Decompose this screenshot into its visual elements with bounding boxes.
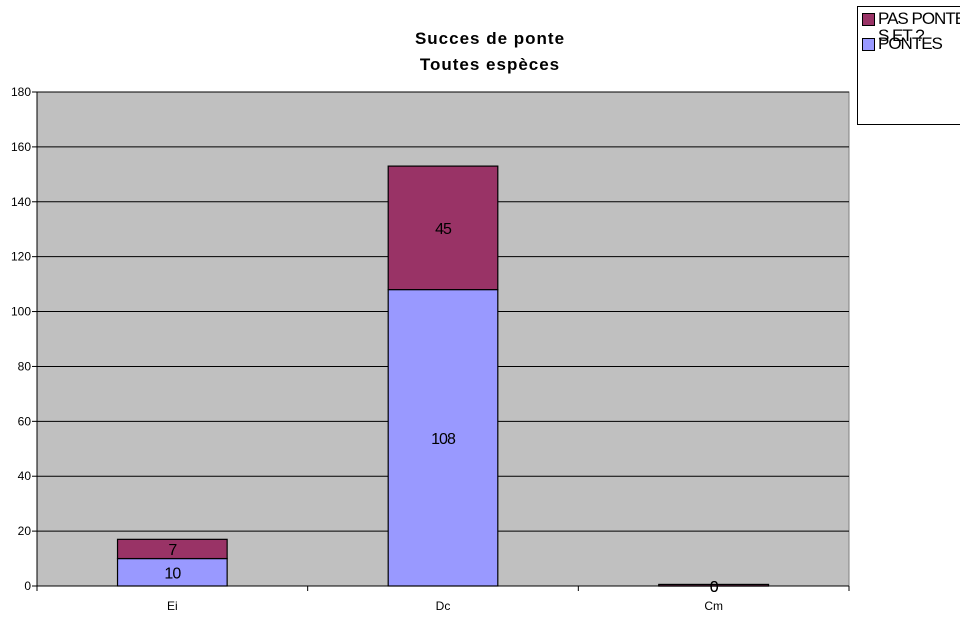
y-tick-label: 40 bbox=[18, 469, 32, 483]
legend: PAS PONTES ET ? PONTES bbox=[857, 6, 960, 125]
y-tick-label: 20 bbox=[18, 524, 32, 538]
y-tick-label: 180 bbox=[11, 85, 31, 99]
y-tick-label: 60 bbox=[18, 414, 32, 428]
bar-pas-pontes-dc bbox=[387, 165, 499, 291]
data-label: 0 bbox=[710, 579, 719, 596]
x-tick-label: Ei bbox=[167, 599, 178, 613]
legend-item-pontes: PONTES bbox=[862, 35, 960, 52]
data-label: 45 bbox=[435, 221, 452, 238]
x-tick-label: Dc bbox=[436, 599, 451, 613]
data-label: 7 bbox=[168, 542, 177, 559]
legend-item-pas-pontes: PAS PONTES ET ? bbox=[862, 10, 960, 44]
chart-title: Succes de ponte bbox=[415, 29, 565, 48]
legend-label-pontes: PONTES bbox=[878, 34, 943, 53]
legend-swatch-pontes bbox=[862, 38, 875, 51]
chart-subtitle: Toutes espèces bbox=[420, 55, 560, 74]
y-tick-label: 0 bbox=[24, 579, 31, 593]
legend-label-pas-pontes: PAS PONTES ET ? bbox=[878, 9, 960, 45]
data-label: 108 bbox=[431, 431, 456, 448]
y-tick-label: 140 bbox=[11, 195, 31, 209]
x-tick-label: Cm bbox=[704, 599, 723, 613]
y-tick-label: 100 bbox=[11, 305, 31, 319]
bar-pas-pontes-ei bbox=[116, 538, 228, 560]
y-tick-label: 160 bbox=[11, 140, 31, 154]
bar-pontes-dc bbox=[387, 289, 499, 587]
y-tick-label: 80 bbox=[18, 359, 32, 373]
legend-swatch-pas-pontes bbox=[862, 13, 875, 26]
data-label: 0 bbox=[710, 579, 719, 596]
y-tick-label: 120 bbox=[11, 250, 31, 264]
data-label: 10 bbox=[164, 565, 181, 582]
